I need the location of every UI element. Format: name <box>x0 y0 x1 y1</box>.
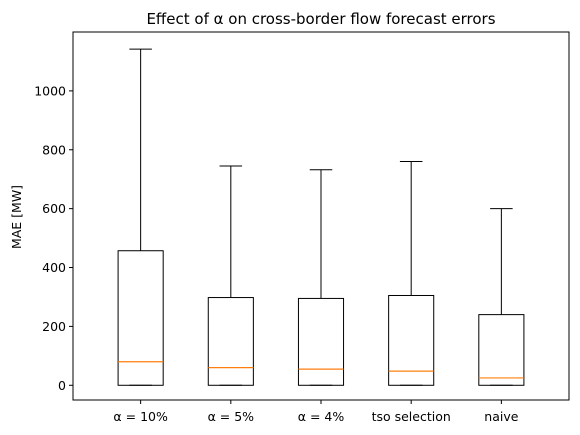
x-tick-label: naive <box>484 409 518 424</box>
y-tick-label: 200 <box>42 319 66 334</box>
plot-area: 0 200 400 600 800 1000 α = 10% α = 5% α = 4% tso … <box>34 48 525 424</box>
y-tick-label: 800 <box>42 142 66 157</box>
box <box>478 314 525 386</box>
y-tick-label: 1000 <box>34 83 66 98</box>
box <box>388 294 435 386</box>
x-tick-label: tso selection <box>372 409 451 424</box>
x-tick-label: α = 10% <box>113 409 168 424</box>
box <box>117 250 164 386</box>
y-tick-label: 600 <box>42 201 66 216</box>
box <box>207 297 254 386</box>
box <box>297 297 345 386</box>
chart-title: Effect of α on cross-border flow forecas… <box>146 10 495 28</box>
x-tick-label: α = 5% <box>208 409 255 424</box>
x-tick-label: α = 4% <box>298 409 345 424</box>
axes-frame <box>72 31 570 401</box>
y-tick-label: 0 <box>58 378 66 393</box>
y-axis-label: MAE [MW] <box>9 185 24 249</box>
y-tick-label: 400 <box>42 260 66 275</box>
